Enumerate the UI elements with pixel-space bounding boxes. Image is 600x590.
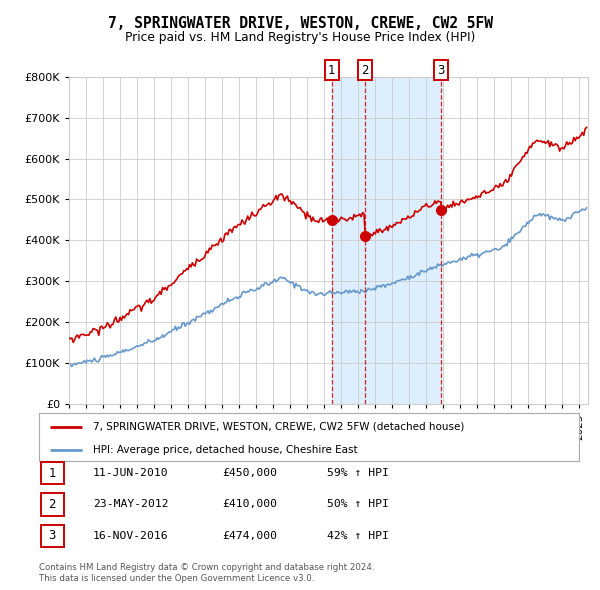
Text: Contains HM Land Registry data © Crown copyright and database right 2024.: Contains HM Land Registry data © Crown c…	[39, 563, 374, 572]
Text: HPI: Average price, detached house, Cheshire East: HPI: Average price, detached house, Ches…	[93, 445, 358, 455]
Text: This data is licensed under the Open Government Licence v3.0.: This data is licensed under the Open Gov…	[39, 574, 314, 583]
Text: 3: 3	[49, 529, 56, 542]
Text: 11-JUN-2010: 11-JUN-2010	[93, 468, 169, 478]
Text: 1: 1	[328, 64, 335, 77]
Text: £474,000: £474,000	[222, 531, 277, 540]
Text: 7, SPRINGWATER DRIVE, WESTON, CREWE, CW2 5FW: 7, SPRINGWATER DRIVE, WESTON, CREWE, CW2…	[107, 16, 493, 31]
Text: 3: 3	[437, 64, 445, 77]
Text: 2: 2	[361, 64, 368, 77]
Text: 16-NOV-2016: 16-NOV-2016	[93, 531, 169, 540]
Text: £450,000: £450,000	[222, 468, 277, 478]
Text: 42% ↑ HPI: 42% ↑ HPI	[327, 531, 389, 540]
Text: 23-MAY-2012: 23-MAY-2012	[93, 500, 169, 509]
Text: £410,000: £410,000	[222, 500, 277, 509]
Text: Price paid vs. HM Land Registry's House Price Index (HPI): Price paid vs. HM Land Registry's House …	[125, 31, 475, 44]
Text: 59% ↑ HPI: 59% ↑ HPI	[327, 468, 389, 478]
Text: 1: 1	[49, 467, 56, 480]
Text: 50% ↑ HPI: 50% ↑ HPI	[327, 500, 389, 509]
Text: 7, SPRINGWATER DRIVE, WESTON, CREWE, CW2 5FW (detached house): 7, SPRINGWATER DRIVE, WESTON, CREWE, CW2…	[93, 421, 464, 431]
Text: 2: 2	[49, 498, 56, 511]
Bar	[332, 77, 442, 404]
